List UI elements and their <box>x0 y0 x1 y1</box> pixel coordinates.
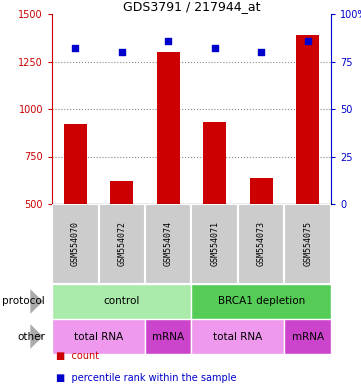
Bar <box>157 52 180 204</box>
Bar <box>284 204 331 284</box>
Bar <box>191 284 331 319</box>
Text: GSM554074: GSM554074 <box>164 222 173 266</box>
Point <box>72 45 78 51</box>
Title: GDS3791 / 217944_at: GDS3791 / 217944_at <box>123 0 260 13</box>
Bar <box>64 124 87 204</box>
Text: other: other <box>17 331 45 341</box>
Bar <box>145 204 191 284</box>
Bar <box>145 319 191 354</box>
Text: mRNA: mRNA <box>292 331 324 341</box>
Bar <box>110 181 133 204</box>
Bar <box>249 178 273 204</box>
Text: total RNA: total RNA <box>74 331 123 341</box>
Text: GSM554073: GSM554073 <box>257 222 266 266</box>
Text: GSM554070: GSM554070 <box>71 222 80 266</box>
Bar <box>99 204 145 284</box>
Bar <box>52 319 145 354</box>
Text: total RNA: total RNA <box>213 331 262 341</box>
Text: mRNA: mRNA <box>152 331 184 341</box>
Text: ■  count: ■ count <box>56 351 99 361</box>
Text: ■  percentile rank within the sample: ■ percentile rank within the sample <box>56 373 236 383</box>
Polygon shape <box>30 324 43 349</box>
Point <box>258 49 264 55</box>
Bar <box>296 35 319 204</box>
Text: protocol: protocol <box>2 296 45 306</box>
Point <box>305 38 310 44</box>
Bar <box>52 204 99 284</box>
Point <box>165 38 171 44</box>
Text: BRCA1 depletion: BRCA1 depletion <box>218 296 305 306</box>
Point <box>119 49 125 55</box>
Polygon shape <box>30 289 43 314</box>
Text: GSM554072: GSM554072 <box>117 222 126 266</box>
Bar <box>284 319 331 354</box>
Bar <box>52 284 191 319</box>
Bar <box>203 122 226 204</box>
Bar <box>191 319 284 354</box>
Text: control: control <box>104 296 140 306</box>
Text: GSM554071: GSM554071 <box>210 222 219 266</box>
Bar <box>238 204 284 284</box>
Text: GSM554075: GSM554075 <box>303 222 312 266</box>
Bar <box>191 204 238 284</box>
Point <box>212 45 218 51</box>
